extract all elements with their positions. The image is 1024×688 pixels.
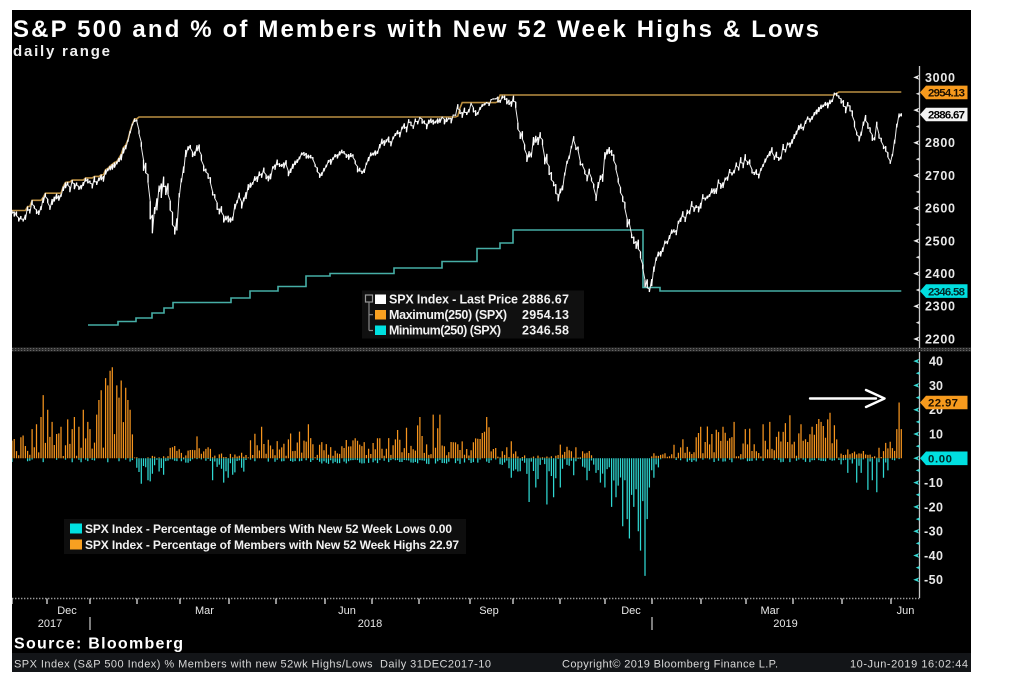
svg-text:3000: 3000: [925, 71, 955, 85]
svg-text:Source: Bloomberg: Source: Bloomberg: [14, 636, 183, 653]
svg-text:2200: 2200: [925, 332, 955, 346]
svg-text:2886.67: 2886.67: [522, 293, 569, 307]
svg-text:2017: 2017: [38, 618, 62, 630]
svg-text:0.00: 0.00: [928, 454, 952, 466]
svg-text:Copyright© 2019 Bloomberg Fina: Copyright© 2019 Bloomberg Finance L.P.: [562, 659, 778, 671]
svg-text:Maximum(250) (SPX): Maximum(250) (SPX): [389, 308, 507, 322]
svg-text:2400: 2400: [925, 267, 955, 281]
svg-text:SPX Index - Percentage of Memb: SPX Index - Percentage of Members with N…: [85, 538, 459, 552]
svg-text:2600: 2600: [925, 202, 955, 216]
svg-text:SPX Index - Percentage of Memb: SPX Index - Percentage of Members With N…: [85, 522, 452, 536]
svg-text:2886.67: 2886.67: [928, 110, 965, 122]
svg-text:-10: -10: [924, 476, 943, 490]
svg-text:Minimum(250) (SPX): Minimum(250) (SPX): [389, 324, 501, 338]
svg-text:10: 10: [929, 427, 943, 441]
svg-text:Mar: Mar: [761, 605, 780, 617]
svg-text:2019: 2019: [773, 618, 797, 630]
svg-text:SPX Index - Last Price: SPX Index - Last Price: [389, 293, 518, 307]
svg-text:Sep: Sep: [479, 605, 499, 617]
svg-text:Jun: Jun: [897, 605, 915, 617]
svg-text:2300: 2300: [925, 300, 955, 314]
svg-text:SPX Index (S&P 500 Index) % Me: SPX Index (S&P 500 Index) % Members with…: [14, 659, 491, 671]
svg-text:2954.13: 2954.13: [522, 308, 569, 322]
svg-text:30: 30: [929, 379, 943, 393]
svg-text:10-Jun-2019 16:02:44: 10-Jun-2019 16:02:44: [850, 659, 968, 671]
svg-text:Mar: Mar: [195, 605, 214, 617]
svg-text:2346.58: 2346.58: [928, 286, 965, 298]
svg-text:Dec: Dec: [621, 605, 641, 617]
svg-text:daily range: daily range: [13, 43, 110, 60]
svg-text:-30: -30: [924, 525, 943, 539]
svg-text:2954.13: 2954.13: [928, 88, 965, 100]
svg-text:-40: -40: [924, 549, 943, 563]
svg-text:2500: 2500: [925, 234, 955, 248]
svg-text:Dec: Dec: [57, 605, 77, 617]
svg-text:40: 40: [929, 355, 943, 369]
svg-text:2800: 2800: [925, 136, 955, 150]
svg-text:2346.58: 2346.58: [522, 324, 569, 338]
svg-text:-20: -20: [924, 500, 943, 514]
svg-text:-50: -50: [924, 573, 943, 587]
svg-text:2018: 2018: [358, 618, 382, 630]
svg-text:Jun: Jun: [338, 605, 356, 617]
svg-text:2700: 2700: [925, 169, 955, 183]
svg-text:22.97: 22.97: [928, 398, 958, 410]
